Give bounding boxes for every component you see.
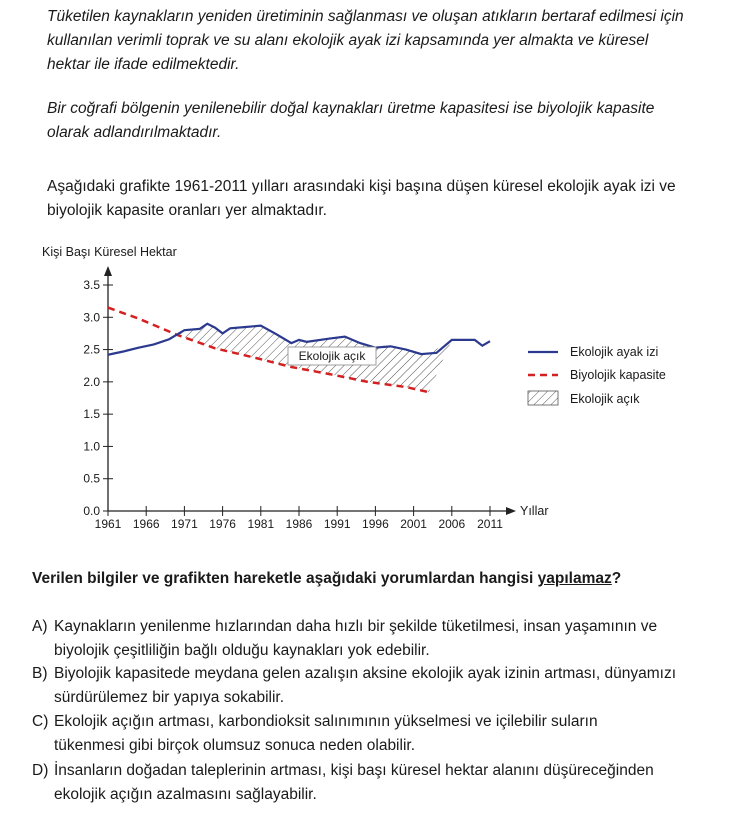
question-body: Verilen bilgiler ve grafikten hareketle … bbox=[32, 570, 538, 587]
biocapacity-line bbox=[107, 306, 430, 394]
option-b-line2: sürdürülemez bir yapıya sokabilir. bbox=[54, 689, 285, 706]
y-tick-label: 2.0 bbox=[83, 375, 100, 389]
option-d-line2: ekolojik açığın azalmasını sağlayabilir. bbox=[54, 786, 317, 803]
footprint-line bbox=[107, 322, 491, 356]
axes: Yıllar 0.0 0.5 1.0 1.5 2.0 2.5 3.0 3.5 1961 1966 19… bbox=[83, 266, 548, 531]
intro-p2-line2: olarak adlandırılmaktadır. bbox=[47, 124, 222, 141]
y-axis-label: Kişi Başı Küresel Hektar bbox=[42, 245, 177, 259]
intro-paragraph-1: Tüketilen kaynakların yeniden üretiminin… bbox=[47, 5, 727, 77]
x-axis-label: Yıllar bbox=[520, 504, 548, 518]
y-tick-label: 3.5 bbox=[83, 278, 100, 292]
deficit-annotation: Ekolojik açık bbox=[287, 346, 377, 366]
option-b-letter: B) bbox=[32, 665, 48, 682]
y-tick-label: 1.5 bbox=[83, 407, 100, 421]
question-mark: ? bbox=[611, 570, 622, 587]
deficit-annotation-label: Ekolojik açık bbox=[299, 349, 367, 363]
legend-footprint-label: Ekolojik ayak izi bbox=[570, 345, 658, 359]
option-c-line1: Ekolojik açığın artması, karbondioksit s… bbox=[54, 713, 598, 730]
x-tick-label: 1981 bbox=[247, 517, 274, 531]
x-tick-label: 2011 bbox=[477, 517, 503, 531]
option-a-letter: A) bbox=[32, 618, 48, 635]
option-c[interactable]: C) Ekolojik açığın artması, karbondioksit… bbox=[32, 710, 722, 758]
intro-p3-line2: biyolojik kapasite oranları yer almaktad… bbox=[47, 202, 327, 219]
intro-paragraph-3: Aşağıdaki grafikte 1961-2011 yılları ara… bbox=[47, 175, 727, 223]
option-c-letter: C) bbox=[32, 713, 49, 730]
legend: Ekolojik ayak izi Biyolojik kapasite Eko… bbox=[527, 345, 666, 406]
option-b[interactable]: B) Biyolojik kapasitede meydana gelen aza… bbox=[32, 662, 722, 710]
legend-biocapacity-label: Biyolojik kapasite bbox=[570, 368, 666, 382]
intro-p1-line2: kullanılan verimli toprak ve su alanı ek… bbox=[47, 32, 649, 49]
intro-p1-line1: Tüketilen kaynakların yeniden üretiminin… bbox=[47, 8, 684, 25]
x-tick-label: 2001 bbox=[400, 517, 427, 531]
x-tick-label: 2006 bbox=[438, 517, 465, 531]
y-tick-label: 1.0 bbox=[83, 439, 100, 453]
option-d-letter: D) bbox=[32, 762, 49, 779]
x-tick-label: 1961 bbox=[95, 517, 122, 531]
question-emphasis: yapılamaz bbox=[537, 570, 612, 587]
intro-p3-line1: Aşağıdaki grafikte 1961-2011 yılları ara… bbox=[47, 178, 676, 195]
intro-p1-line3: hektar ile ifade edilmektedir. bbox=[47, 56, 240, 73]
x-tick-label: 1966 bbox=[133, 517, 160, 531]
intro-paragraph-2: Bir coğrafi bölgenin yenilenebilir doğal… bbox=[47, 97, 727, 145]
legend-deficit-swatch bbox=[527, 390, 559, 406]
x-tick-label: 1976 bbox=[209, 517, 236, 531]
y-tick-label: 0.5 bbox=[83, 472, 100, 486]
x-tick-label: 1986 bbox=[286, 517, 313, 531]
intro-p2-line1: Bir coğrafi bölgenin yenilenebilir doğal… bbox=[47, 100, 655, 117]
option-d-line1: İnsanların doğadan taleplerinin artması,… bbox=[54, 762, 654, 779]
y-tick-label: 2.5 bbox=[83, 343, 100, 357]
option-a-line2: biyolojik çeşitliliğin bağlı olduğu kayn… bbox=[54, 642, 430, 659]
x-tick-label: 1971 bbox=[171, 517, 198, 531]
option-c-line2: tükenmesi gibi birçok olumsuz sonuca ned… bbox=[54, 737, 416, 754]
option-a-line1: Kaynakların yenilenme hızlarından daha h… bbox=[54, 618, 658, 635]
y-tick-label: 3.0 bbox=[83, 310, 100, 324]
legend-deficit-label: Ekolojik açık bbox=[570, 392, 640, 406]
ecological-footprint-chart: Kişi Başı Küresel Hektar Yıllar 0.0 0.5 1.0… bbox=[42, 245, 666, 531]
option-a[interactable]: A) Kaynakların yenilenme hızlarından daha… bbox=[32, 615, 722, 663]
x-tick-label: 1991 bbox=[324, 517, 351, 531]
y-tick-label: 0.0 bbox=[83, 504, 100, 518]
x-tick-label: 1996 bbox=[362, 517, 389, 531]
option-d[interactable]: D) İnsanların doğadan taleplerinin artmas… bbox=[32, 759, 722, 807]
question-text: Verilen bilgiler ve grafikten hareketle … bbox=[32, 570, 722, 588]
option-b-line1: Biyolojik kapasitede meydana gelen azalı… bbox=[54, 665, 677, 682]
y-axis-arrow bbox=[104, 266, 112, 276]
x-axis-arrow bbox=[506, 507, 516, 515]
